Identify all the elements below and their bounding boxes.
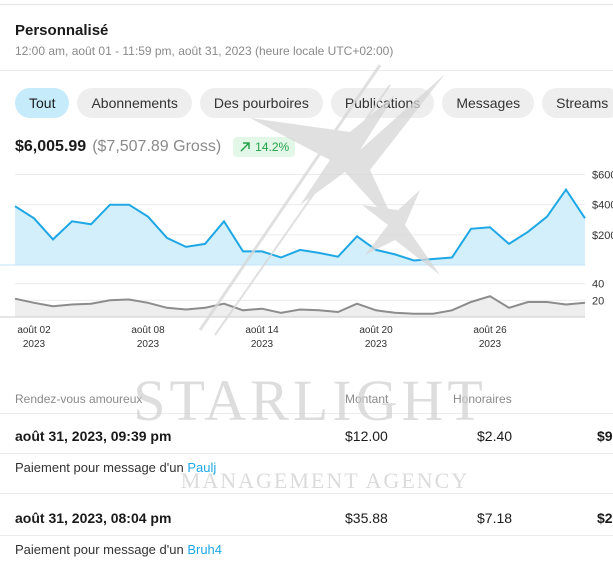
y-tick-label: 20 bbox=[592, 295, 604, 307]
date-range-subtitle: 12:00 am, août 01 - 11:59 pm, août 31, 2… bbox=[15, 44, 394, 58]
tab-subscriptions[interactable]: Abonnements bbox=[77, 88, 192, 118]
row-divider bbox=[0, 493, 613, 494]
tab-posts[interactable]: Publications bbox=[330, 88, 435, 118]
transaction-net: $9 bbox=[597, 428, 613, 444]
transaction-net: $28 bbox=[597, 510, 613, 526]
transaction-amount: $35.88 bbox=[345, 510, 388, 526]
row-divider bbox=[0, 453, 613, 454]
transaction-date: août 31, 2023, 08:04 pm bbox=[15, 510, 172, 526]
user-link[interactable]: Bruh4 bbox=[187, 542, 223, 557]
y-tick-label: $400 bbox=[592, 200, 613, 212]
series-area-2 bbox=[15, 296, 585, 317]
description-text: Paiement pour message d'un bbox=[15, 542, 184, 557]
watermark-line2: MANAGEMENT AGENCY bbox=[181, 468, 469, 493]
change-percent: 14.2% bbox=[255, 140, 290, 154]
watermark-line1: STARLIGHT bbox=[133, 368, 487, 433]
statement-header: Personnalisé 12:00 am, août 01 - 11:59 p… bbox=[15, 22, 393, 58]
transaction-fee: $2.40 bbox=[477, 428, 513, 444]
earnings-summary: $6,005.99 ($7,507.89 Gross) 14.2% bbox=[15, 137, 296, 157]
header-divider bbox=[0, 70, 613, 71]
transaction-amount: $12.00 bbox=[345, 428, 388, 444]
x-tick-year: 2023 bbox=[137, 339, 160, 350]
x-tick-year: 2023 bbox=[251, 339, 274, 350]
transaction-description: Paiement pour message d'un Bruh4 bbox=[15, 542, 222, 557]
y-tick-label: 40 bbox=[592, 279, 604, 291]
row-divider bbox=[0, 535, 613, 536]
tab-streams[interactable]: Streams bbox=[542, 88, 613, 118]
transaction-description: Paiement pour message d'un Paulj bbox=[15, 460, 216, 475]
description-text: Paiement pour message d'un bbox=[15, 460, 184, 475]
column-header-fee: Honoraires bbox=[453, 392, 512, 406]
y-tick-label: $600 bbox=[592, 170, 613, 182]
tab-messages[interactable]: Messages bbox=[442, 88, 535, 118]
trend-up-arrow-icon bbox=[240, 142, 250, 152]
column-header-date: Rendez-vous amoureux bbox=[15, 392, 143, 406]
transaction-date: août 31, 2023, 09:39 pm bbox=[15, 428, 172, 444]
top-divider bbox=[0, 4, 613, 5]
x-tick-label: août 02 bbox=[17, 325, 51, 336]
tab-tips[interactable]: Des pourboires bbox=[199, 88, 323, 118]
x-tick-label: août 08 bbox=[131, 325, 165, 336]
x-tick-year: 2023 bbox=[479, 339, 502, 350]
x-tick-label: août 26 bbox=[473, 325, 507, 336]
change-badge: 14.2% bbox=[233, 137, 296, 157]
row-divider bbox=[0, 413, 613, 414]
page-title: Personnalisé bbox=[15, 22, 109, 39]
gross-earnings: ($7,507.89 Gross) bbox=[92, 138, 222, 155]
net-earnings: $6,005.99 bbox=[15, 138, 87, 155]
earnings-charts: $600 $400 $200 40 20 août 02 2023 août 08 2023 ao… bbox=[0, 170, 613, 350]
x-tick-year: 2023 bbox=[365, 339, 388, 350]
tab-all[interactable]: Tout bbox=[15, 88, 70, 118]
user-link[interactable]: Paulj bbox=[187, 460, 217, 475]
x-tick-year: 2023 bbox=[23, 339, 46, 350]
column-header-amount: Montant bbox=[345, 392, 389, 406]
series-area-1 bbox=[15, 189, 585, 265]
category-tabs: Tout Abonnements Des pourboires Publicat… bbox=[15, 88, 613, 118]
x-tick-label: août 14 bbox=[245, 325, 279, 336]
x-tick-label: août 20 bbox=[359, 325, 393, 336]
transaction-fee: $7.18 bbox=[477, 510, 513, 526]
y-tick-label: $200 bbox=[592, 230, 613, 242]
